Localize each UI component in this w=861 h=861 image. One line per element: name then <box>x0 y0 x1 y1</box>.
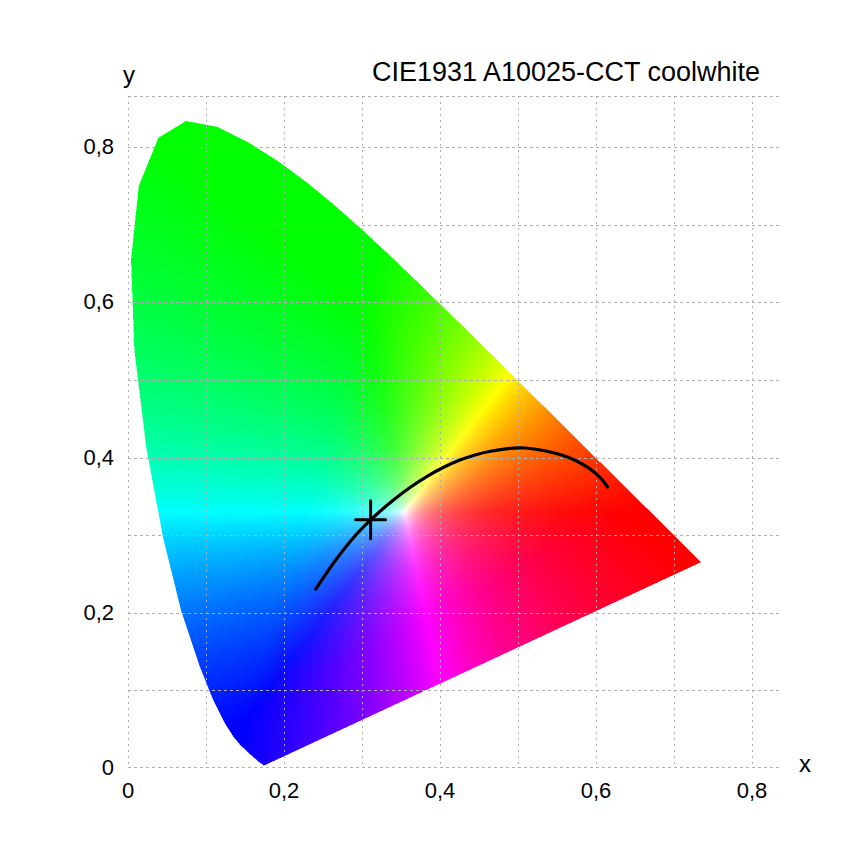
y-tick-label: 0,6 <box>0 291 114 313</box>
y-tick-label: 0,8 <box>0 136 114 158</box>
cie1931-figure: CIE1931 A10025-CCT coolwhite y x 0 0,2 0,4… <box>0 0 861 861</box>
y-tick-label: 0,2 <box>0 602 114 624</box>
x-tick-label: 0,6 <box>581 778 612 804</box>
x-tick-label: 0,2 <box>269 778 300 804</box>
x-tick-label: 0,4 <box>425 778 456 804</box>
chromaticity-plot <box>128 96 782 768</box>
y-tick-label: 0,4 <box>0 447 114 469</box>
x-tick-label: 0,8 <box>737 778 768 804</box>
chart-title: CIE1931 A10025-CCT coolwhite <box>372 57 760 88</box>
y-axis-label: y <box>123 61 135 89</box>
y-tick-label: 0 <box>0 757 114 779</box>
x-tick-label: 0 <box>122 778 134 804</box>
x-axis-label: x <box>799 750 811 778</box>
